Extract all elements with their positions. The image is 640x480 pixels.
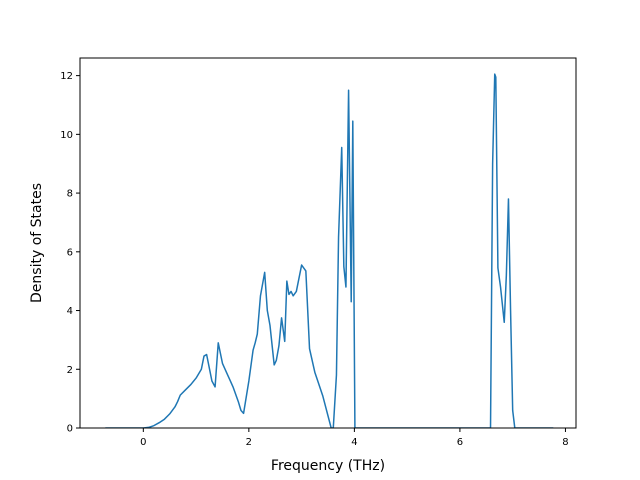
dos-series-line: [105, 73, 554, 428]
y-tick-label: 2: [67, 365, 73, 376]
x-tick-label: 0: [140, 437, 146, 448]
x-tick-label: 2: [246, 437, 252, 448]
y-tick-label: 0: [67, 424, 73, 435]
x-tick-label: 4: [351, 437, 357, 448]
y-tick-label: 4: [67, 306, 73, 317]
y-tick-label: 8: [67, 189, 73, 200]
axis-ticks: 0 2 4 6 8 0 2 4 6 8 10 12: [60, 71, 568, 448]
y-tick-label: 10: [60, 130, 73, 141]
plot-area: [105, 73, 554, 428]
y-axis-label: Density of States: [29, 183, 45, 303]
x-axis-label: Frequency (THz): [271, 458, 385, 474]
y-tick-label: 12: [60, 71, 73, 82]
x-tick-label: 8: [562, 437, 568, 448]
y-tick-label: 6: [67, 247, 73, 258]
x-tick-label: 6: [457, 437, 463, 448]
axes-frame: [79, 57, 577, 429]
